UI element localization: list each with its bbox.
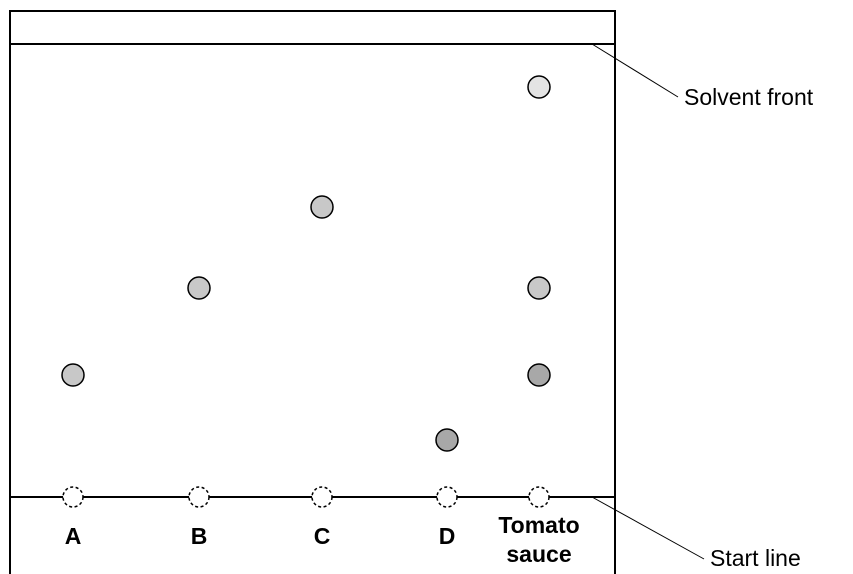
spot-c-2 <box>310 195 334 219</box>
solvent-front-leader <box>591 43 679 98</box>
origin-spots <box>62 486 550 508</box>
solvent-front-label: Solvent front <box>684 84 814 110</box>
lane-labels: A B C D Tomato sauce <box>65 512 580 567</box>
spot-a-0 <box>61 363 85 387</box>
spot-tomato-sauce-5 <box>527 276 551 300</box>
spot-d-3 <box>435 428 459 452</box>
origin-spot-c <box>311 486 333 508</box>
start-line-leader <box>591 496 705 560</box>
spot-b-1 <box>187 276 211 300</box>
lane-label-c: C <box>314 523 331 549</box>
origin-spot-a <box>62 486 84 508</box>
spot-tomato-sauce-6 <box>527 363 551 387</box>
lane-label-d: D <box>439 523 456 549</box>
origin-spot-b <box>188 486 210 508</box>
developed-spots <box>61 75 551 452</box>
origin-spot-d <box>436 486 458 508</box>
lane-label-b: B <box>191 523 208 549</box>
lane-label-tomato-sauce: Tomato sauce <box>498 512 579 567</box>
start-line-label: Start line <box>710 545 801 571</box>
spot-tomato-sauce-4 <box>527 75 551 99</box>
origin-spot-tomato-sauce <box>528 486 550 508</box>
lane-label-a: A <box>65 523 82 549</box>
